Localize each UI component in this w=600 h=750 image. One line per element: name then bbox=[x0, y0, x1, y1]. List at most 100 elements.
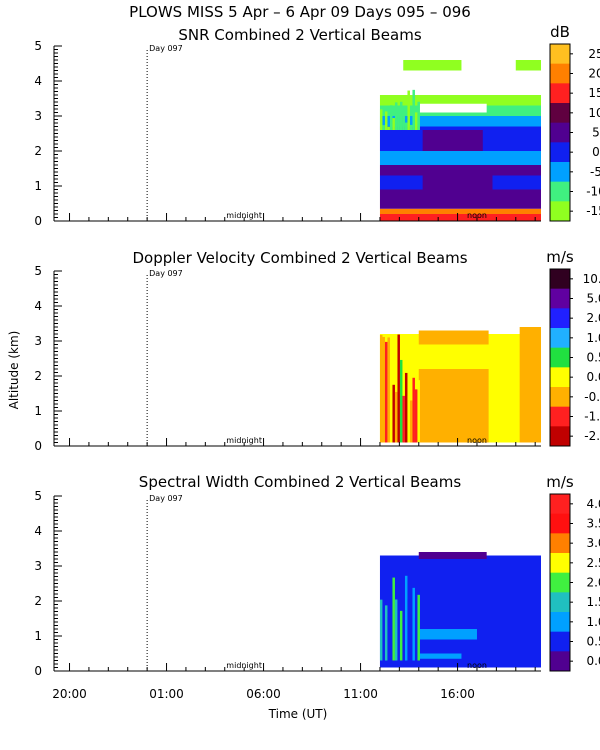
colorbar-segment bbox=[550, 328, 570, 349]
sw-streak bbox=[384, 605, 388, 661]
snr-streak bbox=[392, 118, 395, 130]
y-tick-label: 1 bbox=[34, 404, 42, 418]
colorbar-label: 5.0 bbox=[586, 292, 600, 306]
sw-streak bbox=[399, 610, 403, 661]
snr-axes: 0 1 2 3 4 5 Day 097 midnight noon bbox=[34, 39, 541, 228]
colorbar-label: -2.0 bbox=[584, 429, 600, 443]
snr-streak bbox=[399, 101, 403, 130]
vel-streak bbox=[402, 395, 405, 443]
noon-label: noon bbox=[467, 211, 487, 220]
snr-streak bbox=[389, 105, 393, 130]
x-tick-label: 16:00 bbox=[440, 687, 475, 701]
doppler-panel: Doppler Velocity Combined 2 Vertical Bea… bbox=[34, 248, 600, 453]
colorbar-segment bbox=[550, 367, 570, 388]
sw-band bbox=[418, 629, 477, 640]
snr-layer bbox=[379, 208, 541, 214]
sw-streak bbox=[412, 587, 415, 661]
midnight-label: midnight bbox=[226, 661, 262, 670]
colorbar-segment bbox=[550, 612, 570, 633]
snr-streak bbox=[404, 122, 408, 130]
snr-core bbox=[422, 175, 493, 190]
colorbar-label: 25 bbox=[588, 47, 600, 61]
sw-streak bbox=[417, 594, 420, 661]
vel-streak bbox=[404, 372, 408, 443]
snr-layer bbox=[379, 165, 541, 176]
colorbar-label: 2.5 bbox=[586, 556, 600, 570]
panel-title: Doppler Velocity Combined 2 Vertical Bea… bbox=[132, 249, 467, 267]
vel-streak bbox=[407, 395, 410, 443]
sw-streak bbox=[404, 575, 408, 661]
spectral-width-field bbox=[379, 552, 541, 668]
colorbar-label: -10 bbox=[586, 185, 600, 199]
colorbar-segment bbox=[550, 553, 570, 574]
colorbar-segment bbox=[550, 103, 570, 124]
colorbar-segment bbox=[550, 122, 570, 143]
y-tick-label: 3 bbox=[34, 334, 42, 348]
colorbar-label: -5 bbox=[590, 165, 600, 179]
x-tick-label: 01:00 bbox=[149, 687, 184, 701]
doppler-colorbar: 10.0 5.0 2.0 1.0 0.5 0.0 -0.5 -1.0 -2.0 bbox=[549, 268, 600, 447]
snr-streak bbox=[387, 126, 390, 130]
snr-colorbar: 25 20 15 10 5 0 -5 -10 -15 bbox=[549, 43, 600, 222]
snr-streak bbox=[417, 101, 420, 130]
colorbar-label: -1.0 bbox=[584, 410, 600, 424]
y-tick-label: 0 bbox=[34, 664, 42, 678]
noon-label: noon bbox=[467, 436, 487, 445]
colorbar-label: 3.0 bbox=[586, 536, 600, 550]
vel-streak bbox=[384, 341, 388, 443]
colorbar-segment bbox=[550, 631, 570, 652]
y-tick-label: 5 bbox=[34, 264, 42, 278]
sw-streak bbox=[402, 577, 405, 661]
snr-upper-echo bbox=[403, 60, 462, 71]
snr-streak bbox=[412, 89, 415, 130]
sw-streak bbox=[397, 584, 400, 661]
sw-streak bbox=[394, 599, 398, 661]
x-tick-labels: 20:00 01:00 06:00 11:00 16:00 bbox=[52, 687, 475, 701]
colorbar-label: 1.0 bbox=[586, 331, 600, 345]
colorbar-segment bbox=[550, 494, 570, 515]
panel-title: SNR Combined 2 Vertical Beams bbox=[178, 26, 421, 44]
vel-band bbox=[418, 330, 489, 345]
snr-layer bbox=[379, 151, 541, 165]
vel-streak bbox=[417, 380, 420, 443]
snr-field bbox=[379, 60, 541, 221]
vel-streak bbox=[399, 359, 403, 443]
colorbar-segment bbox=[550, 269, 570, 290]
day-marker-label: Day 097 bbox=[149, 269, 183, 278]
midnight-label: midnight bbox=[226, 436, 262, 445]
colorbar-segment bbox=[550, 513, 570, 534]
snr-streak bbox=[402, 106, 405, 130]
colorbar-label: 20 bbox=[588, 67, 600, 81]
colorbar-label: 2.0 bbox=[586, 311, 600, 325]
colorbar-segment bbox=[550, 592, 570, 613]
colorbar-segment bbox=[550, 201, 570, 222]
snr-layer bbox=[379, 95, 541, 106]
sw-streak bbox=[382, 587, 385, 661]
colorbar-label: -15 bbox=[586, 204, 600, 218]
x-tick-label: 20:00 bbox=[52, 687, 87, 701]
colorbar-label: 1.0 bbox=[586, 615, 600, 629]
colorbar-segment bbox=[550, 181, 570, 202]
snr-layer bbox=[379, 116, 541, 127]
vel-streak bbox=[387, 337, 390, 443]
snr-gap bbox=[418, 103, 487, 113]
x-tick-label: 06:00 bbox=[246, 687, 281, 701]
snr-streak bbox=[414, 112, 418, 130]
vel-edge bbox=[519, 327, 541, 443]
vel-streak bbox=[389, 365, 393, 443]
snr-layer bbox=[379, 214, 541, 221]
colorbar-label: 0.0 bbox=[586, 654, 600, 668]
colorbar-segment bbox=[550, 142, 570, 163]
day-marker-label: Day 097 bbox=[149, 44, 183, 53]
y-axis-label: Altitude (km) bbox=[7, 331, 21, 410]
colorbar-label: 2.0 bbox=[586, 576, 600, 590]
snr-core bbox=[422, 130, 483, 151]
colorbar-label: 10 bbox=[588, 106, 600, 120]
colorbar-segment bbox=[550, 651, 570, 672]
colorbar-unit: m/s bbox=[546, 473, 574, 491]
snr-layer bbox=[379, 189, 541, 209]
colorbar-segment bbox=[550, 406, 570, 427]
colorbar-segment bbox=[550, 387, 570, 408]
panel-title: Spectral Width Combined 2 Vertical Beams bbox=[139, 473, 462, 491]
